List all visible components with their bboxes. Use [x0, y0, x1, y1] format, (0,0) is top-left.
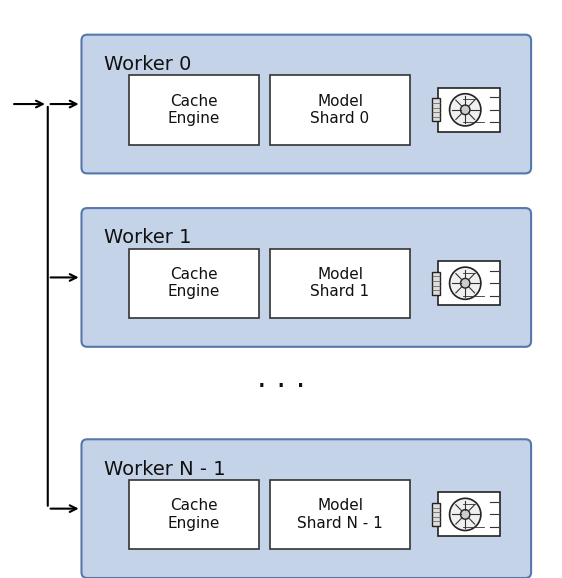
- Bar: [432, 98, 439, 121]
- FancyBboxPatch shape: [129, 75, 259, 144]
- FancyBboxPatch shape: [270, 75, 410, 144]
- FancyBboxPatch shape: [438, 88, 500, 132]
- Text: Model
Shard 0: Model Shard 0: [310, 94, 370, 126]
- Bar: [432, 503, 439, 526]
- Circle shape: [460, 279, 470, 288]
- Text: . . .: . . .: [257, 364, 305, 393]
- FancyBboxPatch shape: [81, 208, 531, 347]
- FancyBboxPatch shape: [270, 480, 410, 549]
- FancyBboxPatch shape: [270, 249, 410, 318]
- Circle shape: [460, 510, 470, 519]
- Circle shape: [450, 267, 481, 299]
- Text: Model
Shard N - 1: Model Shard N - 1: [297, 498, 383, 531]
- Text: Worker 1: Worker 1: [104, 228, 192, 247]
- Text: Worker 0: Worker 0: [104, 55, 191, 74]
- Text: Cache
Engine: Cache Engine: [167, 498, 220, 531]
- Circle shape: [450, 498, 481, 531]
- Text: Cache
Engine: Cache Engine: [167, 267, 220, 299]
- FancyBboxPatch shape: [438, 492, 500, 536]
- FancyBboxPatch shape: [81, 439, 531, 578]
- FancyBboxPatch shape: [129, 480, 259, 549]
- FancyBboxPatch shape: [81, 35, 531, 173]
- Text: Model
Shard 1: Model Shard 1: [310, 267, 370, 299]
- Text: Cache
Engine: Cache Engine: [167, 94, 220, 126]
- Text: Worker N - 1: Worker N - 1: [104, 460, 225, 479]
- Bar: [432, 272, 439, 295]
- FancyBboxPatch shape: [129, 249, 259, 318]
- Circle shape: [450, 94, 481, 126]
- Circle shape: [460, 105, 470, 114]
- FancyBboxPatch shape: [438, 261, 500, 305]
